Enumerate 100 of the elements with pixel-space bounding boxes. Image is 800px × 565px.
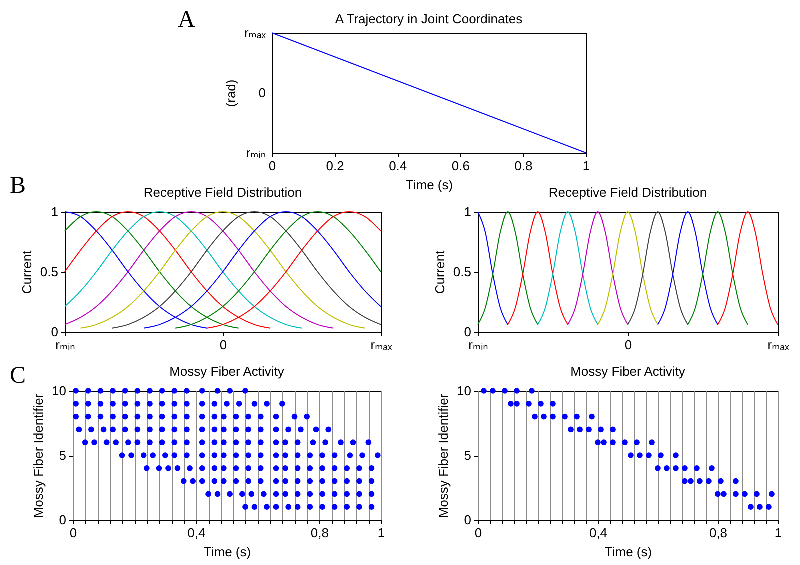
point <box>239 491 246 498</box>
point <box>258 426 264 433</box>
point <box>332 465 338 472</box>
line-series <box>628 212 688 326</box>
point <box>122 426 128 433</box>
x-tick-label: rₘₐₓ <box>768 338 790 352</box>
point <box>85 388 92 394</box>
x-tick-label: 0.2 <box>326 158 344 174</box>
point <box>172 440 178 446</box>
point <box>258 478 264 484</box>
point <box>682 478 688 484</box>
x-tick-label: 1 <box>378 526 386 540</box>
point <box>529 388 535 394</box>
x-tick-label: 0 <box>474 526 482 540</box>
point <box>184 426 190 433</box>
point <box>366 440 372 446</box>
point <box>322 440 328 446</box>
chart-title: Receptive Field Distribution <box>548 185 708 200</box>
point <box>227 491 233 498</box>
point <box>360 452 366 458</box>
x-tick-label: 1 <box>582 158 590 174</box>
point <box>754 491 760 498</box>
point <box>273 414 280 420</box>
x-tick-label: 0,4 <box>589 526 608 540</box>
point <box>252 504 258 510</box>
y-tick-label: 1 <box>51 204 58 220</box>
point <box>307 452 314 458</box>
point <box>356 504 362 510</box>
y-axis-title: (rad) <box>224 80 238 108</box>
point <box>128 452 134 458</box>
x-tick-label: rₘᵢₙ <box>56 338 76 352</box>
point <box>273 478 280 484</box>
point <box>258 440 264 446</box>
point <box>246 478 252 484</box>
point <box>233 426 240 433</box>
point <box>610 426 616 433</box>
point <box>280 400 286 407</box>
x-tick-label: 0,8 <box>709 526 728 540</box>
point <box>628 452 634 458</box>
point <box>172 388 178 394</box>
point <box>320 504 326 510</box>
point <box>538 400 544 407</box>
point <box>221 414 227 420</box>
point <box>368 478 375 484</box>
y-tick-label: 10 <box>52 384 66 398</box>
point <box>298 426 304 433</box>
y-tick-label: 0 <box>59 512 66 528</box>
y-tick-label: 1 <box>464 204 472 220</box>
point <box>122 414 128 420</box>
point <box>294 440 301 446</box>
point <box>550 400 556 407</box>
point <box>246 440 252 446</box>
point <box>320 465 326 472</box>
point <box>282 478 288 484</box>
point <box>282 452 288 458</box>
point <box>246 426 252 433</box>
point <box>159 426 166 433</box>
point <box>307 491 314 498</box>
point <box>273 465 280 472</box>
point <box>356 478 362 484</box>
point <box>126 440 132 446</box>
y-axis-title: Mossy Fiber Identifier <box>31 393 46 518</box>
point <box>304 414 310 420</box>
point <box>159 414 166 420</box>
point <box>85 400 92 407</box>
point <box>332 452 338 458</box>
point <box>508 400 514 407</box>
x-tick-label: 0.4 <box>389 158 408 174</box>
point <box>246 414 252 420</box>
point <box>344 491 350 498</box>
point <box>233 440 240 446</box>
y-tick-label: 10 <box>457 384 472 398</box>
point <box>264 504 270 510</box>
point <box>338 440 344 446</box>
point <box>294 491 301 498</box>
point <box>514 388 520 394</box>
point <box>227 388 233 394</box>
point <box>766 504 772 510</box>
point <box>98 400 104 407</box>
point <box>134 400 141 407</box>
point <box>236 400 242 407</box>
point <box>748 504 754 510</box>
point <box>147 414 153 420</box>
point <box>212 426 218 433</box>
point <box>637 452 643 458</box>
point <box>134 388 141 394</box>
x-tick-label: 0 <box>268 158 276 174</box>
point <box>162 452 168 458</box>
point <box>526 400 532 407</box>
text: 0 <box>258 86 266 100</box>
point <box>273 504 280 510</box>
point <box>673 465 679 472</box>
point <box>258 465 264 472</box>
point <box>246 452 252 458</box>
line-series <box>568 212 628 326</box>
point <box>320 452 326 458</box>
point <box>82 440 88 446</box>
point <box>310 440 316 446</box>
point <box>147 440 153 446</box>
point <box>110 400 116 407</box>
